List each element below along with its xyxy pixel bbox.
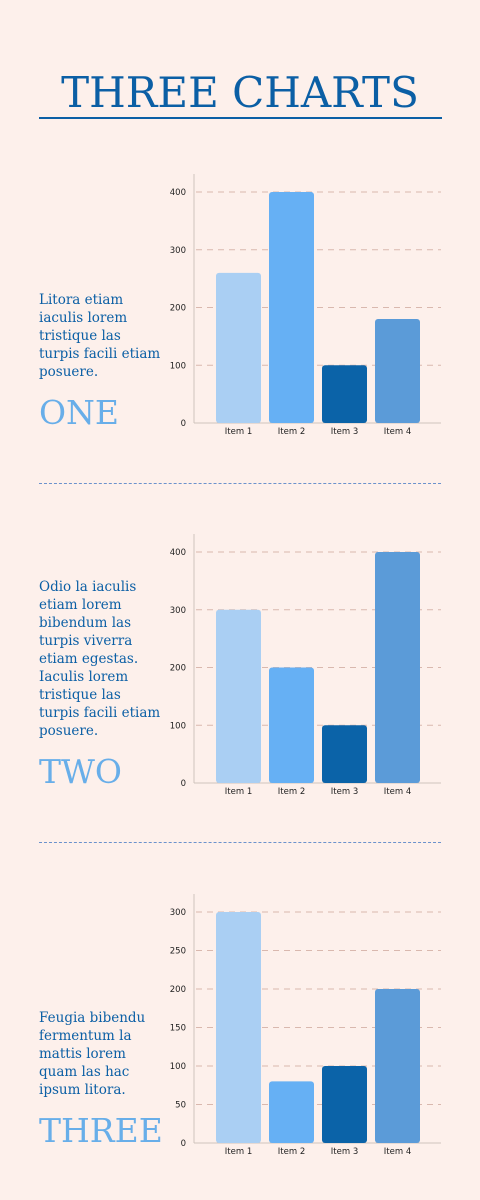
y-tick-label: 200: [170, 304, 186, 314]
x-tick-label: Item 3: [331, 1147, 358, 1157]
bar-item-1: [216, 272, 261, 423]
y-tick-label: 300: [170, 246, 186, 256]
x-tick-label: Item 3: [331, 787, 358, 797]
y-tick-label: 100: [170, 721, 186, 731]
chart-three: 0 50 100 150 200 250 300 Item 1 Item 2 Item 3 Item…: [170, 894, 441, 1157]
section-three-label: THREE: [39, 1111, 163, 1150]
bar-item-1: [216, 609, 261, 783]
y-tick-label: 200: [170, 664, 186, 674]
section-divider-1: [39, 483, 441, 484]
y-tick-label: 200: [170, 985, 186, 995]
bar-item-3: [322, 365, 367, 423]
y-tick-label: 250: [170, 947, 186, 957]
section-two-label: TWO: [39, 752, 122, 791]
y-tick-label: 150: [170, 1024, 186, 1034]
title-underline: [39, 117, 442, 119]
x-tick-label: Item 1: [225, 427, 252, 437]
y-tick-label: 400: [170, 188, 186, 198]
section-two-text: Odio la iaculis etiam lorem bibendum las…: [39, 579, 161, 739]
y-tick-label: 50: [175, 1101, 186, 1111]
x-tick-label: Item 4: [384, 427, 411, 437]
x-tick-label: Item 1: [225, 787, 252, 797]
y-tick-label: 100: [170, 361, 186, 371]
bar-item-4: [375, 552, 420, 783]
y-tick-label: 400: [170, 548, 186, 558]
bar-item-2: [269, 1081, 314, 1143]
x-tick-label: Item 2: [278, 1147, 305, 1157]
section-three-text: Feugia bibendu fermentum la mattis lorem…: [39, 1010, 146, 1098]
page-title: THREE CHARTS: [61, 68, 419, 117]
bar-item-3: [322, 725, 367, 783]
bar-item-2: [269, 667, 314, 783]
y-tick-label: 300: [170, 606, 186, 616]
x-tick-label: Item 1: [225, 1147, 252, 1157]
x-tick-label: Item 2: [278, 787, 305, 797]
x-tick-label: Item 4: [384, 1147, 411, 1157]
section-divider-2: [39, 842, 441, 843]
y-tick-label: 0: [181, 779, 186, 789]
y-tick-label: 0: [181, 1139, 186, 1149]
x-tick-label: Item 4: [384, 787, 411, 797]
section-one-label: ONE: [39, 393, 120, 432]
bar-item-2: [269, 192, 314, 423]
bar-item-4: [375, 989, 420, 1143]
y-tick-label: 0: [181, 419, 186, 429]
bar-item-1: [216, 912, 261, 1143]
y-tick-label: 100: [170, 1062, 186, 1072]
x-tick-label: Item 2: [278, 427, 305, 437]
chart-two: 0 100 200 300 400 Item 1 Item 2 Item 3 Item 4: [170, 534, 441, 797]
section-one-text: Litora etiam iaculis lorem tristique las…: [39, 292, 161, 380]
bar-item-3: [322, 1066, 367, 1143]
x-tick-label: Item 3: [331, 427, 358, 437]
chart-one: 0 100 200 300 400 Item 1 Item 2 Item 3 Item 4: [170, 174, 441, 437]
bar-item-4: [375, 319, 420, 423]
y-tick-label: 300: [170, 908, 186, 918]
